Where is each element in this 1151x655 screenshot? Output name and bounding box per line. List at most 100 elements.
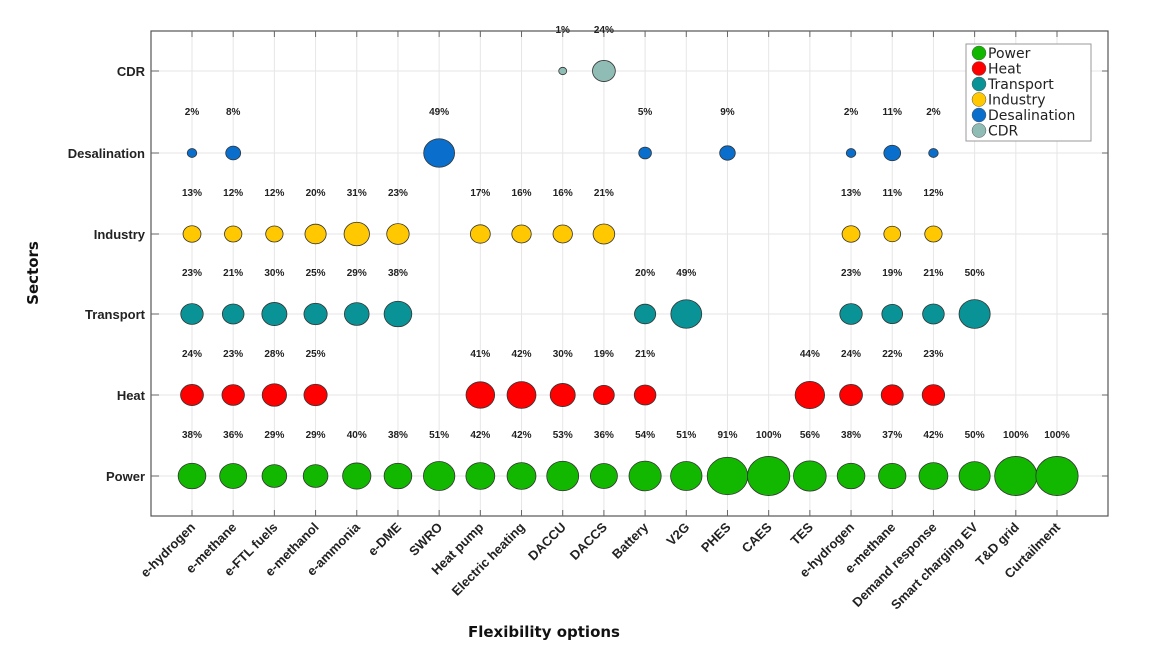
y-tick-labels: Power Heat Transport Industry Desalination CD… [68,64,146,484]
value-label-industry: 12% [223,188,243,199]
bubble-transport [839,303,863,325]
value-label-power: 51% [676,430,696,441]
bubble-cdr [592,60,616,82]
value-label-heat: 24% [182,349,202,360]
bubble-transport [670,299,703,329]
legend-marker-heat [971,61,987,76]
value-label-transport: 19% [882,268,902,279]
bubble-transport [180,303,204,325]
value-label-industry: 21% [594,188,614,199]
value-label-desalination: 11% [883,107,903,118]
value-label-transport: 30% [264,268,284,279]
bubble-power [219,463,248,489]
bubble-power [670,461,703,491]
bubble-desalination [638,146,652,160]
bubble-power [836,462,866,490]
value-label-power: 100% [756,430,782,441]
value-label-power: 91% [717,430,737,441]
bubble-heat [261,383,287,407]
value-label-desalination: 49% [429,107,449,118]
value-label-power: 51% [429,430,449,441]
bubble-power [423,461,456,491]
bubble-power [628,460,662,492]
value-label-industry: 12% [264,188,284,199]
legend-label-transport: Transport [987,77,1054,93]
value-label-transport: 29% [347,268,367,279]
bubble-heat [839,384,863,406]
bubble-industry [343,221,370,247]
value-label-power: 42% [512,430,532,441]
value-label-heat: 44% [800,349,820,360]
value-label-desalination: 2% [185,107,200,118]
value-label-heat: 23% [223,349,243,360]
bubble-cdr [558,66,568,76]
bubble-industry [592,223,616,245]
legend-marker-power [971,45,987,61]
y-tick-label-desalination: Desalination [68,146,145,161]
bubble-power [706,456,749,496]
bubble-industry [224,225,243,243]
value-label-power: 54% [635,430,655,441]
value-label-industry: 13% [182,188,202,199]
value-label-industry: 11% [883,188,903,199]
value-label-power: 29% [306,430,326,441]
legend-marker-desalination [971,107,987,123]
legend-box [965,43,1092,142]
bubble-power [261,464,288,488]
bubble-power [546,460,580,492]
y-axis-title: Sectors [24,241,42,305]
bubble-power [302,464,329,488]
bubble-power [958,461,991,491]
bubble-industry [265,225,284,243]
value-label-power: 40% [347,430,367,441]
bubble-power [465,462,496,490]
value-label-heat: 19% [594,349,614,360]
value-label-transport: 25% [306,268,326,279]
grid [151,31,1108,516]
axes-frame [150,30,1109,517]
bubble-desalination [719,145,736,161]
x-axis-title: Flexibility options [468,623,620,641]
value-label-heat: 23% [923,349,943,360]
bubble-industry [924,225,943,243]
value-label-transport: 23% [841,268,861,279]
bubble-heat [593,384,615,406]
value-label-power: 38% [841,430,861,441]
bubble-heat [180,384,204,406]
value-label-heat: 28% [264,349,284,360]
bubble-desalination [225,145,242,161]
bubble-industry [511,224,532,244]
value-label-power: 42% [923,430,943,441]
bubble-transport [383,300,413,328]
bubble-power [747,456,791,496]
value-label-industry: 31% [347,188,367,199]
value-label-power: 100% [1003,430,1029,441]
bubble-heat [221,384,245,406]
value-label-power: 29% [264,430,284,441]
bubble-desalination [186,148,198,158]
y-tick-label-industry: Industry [94,227,146,242]
legend: PowerHeatTransportIndustryDesalinationCD… [965,43,1092,142]
value-label-industry: 20% [306,188,326,199]
bubble-industry [469,224,491,244]
bubble-transport [958,299,991,329]
value-label-industry: 13% [841,188,861,199]
bubble-heat [465,381,496,409]
bubble-power [342,462,372,490]
bubble-power [878,462,907,490]
value-label-transport: 38% [388,268,408,279]
value-label-industry: 12% [923,188,943,199]
value-label-industry: 17% [470,188,490,199]
legend-marker-cdr [971,123,987,138]
bubbles [177,60,1079,496]
value-label-power: 38% [182,430,202,441]
legend-label-desalination: Desalination [988,108,1075,124]
value-label-power: 56% [800,430,820,441]
bubble-power [383,462,413,490]
bubble-industry [182,225,202,243]
bubble-power [177,462,207,490]
value-label-power: 36% [223,430,243,441]
legend-label-heat: Heat [988,62,1022,78]
bubble-heat [880,384,904,406]
